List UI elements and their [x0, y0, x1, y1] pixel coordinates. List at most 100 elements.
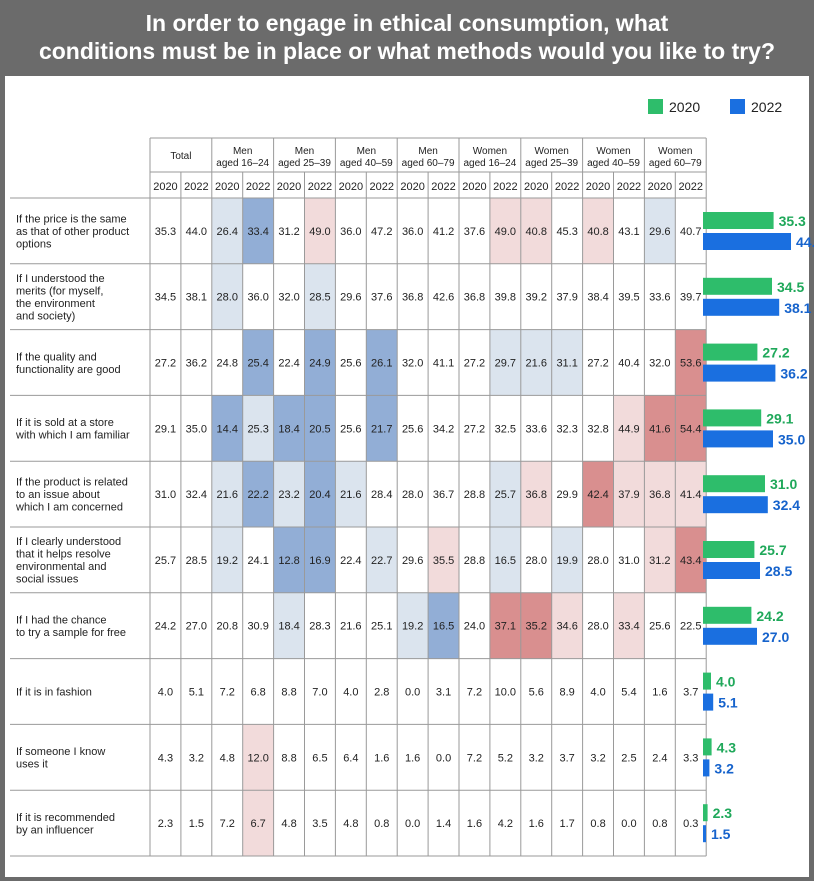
year-header-c6: 2020	[339, 181, 363, 193]
bar-2020-row-9	[703, 804, 708, 822]
cell-value-r4-c14: 42.4	[587, 489, 608, 501]
cell-value-r4-c10: 28.8	[464, 489, 485, 501]
cell-value-r4-c15: 37.9	[618, 489, 639, 501]
cell-shade-r3-c7	[366, 395, 398, 462]
cell-value-r6-c10: 24.0	[464, 621, 485, 633]
cell-shade-r2-c12	[520, 329, 552, 396]
cell-value-r8-c11: 5.2	[498, 752, 513, 764]
cell-value-r4-c3: 22.2	[247, 489, 268, 501]
cell-value-r7-c3: 6.8	[251, 687, 266, 699]
cell-value-r7-c6: 4.0	[343, 687, 358, 699]
cell-value-r7-c15: 5.4	[621, 687, 636, 699]
cell-value-r5-c13: 19.9	[556, 555, 577, 567]
cell-value-r9-c9: 1.4	[436, 818, 451, 830]
bar-label-2022-row-8: 3.2	[714, 760, 734, 776]
group-header-7-line1: Women	[596, 146, 630, 157]
group-header-1-line1: Men	[233, 146, 252, 157]
cell-value-r6-c4: 18.4	[278, 621, 299, 633]
cell-value-r5-c16: 31.2	[649, 555, 670, 567]
cell-value-r6-c6: 21.6	[340, 621, 361, 633]
cell-value-r8-c8: 1.6	[405, 752, 420, 764]
cell-value-r9-c16: 0.8	[652, 818, 667, 830]
row-label-5-line0: If I clearly understood	[16, 536, 121, 548]
bar-2022-row-4	[703, 496, 768, 514]
cell-shade-r5-c2	[211, 527, 243, 593]
bar-label-2022-row-5: 28.5	[765, 563, 792, 579]
group-header-2-line2: aged 25–39	[278, 158, 331, 169]
cell-shade-r4-c14	[582, 461, 614, 527]
cell-value-r0-c14: 40.8	[587, 226, 608, 238]
cell-value-r3-c16: 41.6	[649, 423, 670, 435]
cell-value-r2-c11: 29.7	[495, 358, 516, 370]
group-header-3-line2: aged 40–59	[340, 158, 393, 169]
bar-2022-row-5	[703, 562, 760, 579]
cell-value-r2-c5: 24.9	[309, 358, 330, 370]
cell-shade-r5-c9	[428, 527, 459, 593]
cell-shade-r5-c16	[644, 527, 676, 593]
bar-label-2022-row-0: 44.0	[796, 234, 814, 250]
cell-value-r7-c5: 7.0	[312, 687, 327, 699]
cell-value-r3-c13: 32.3	[556, 423, 577, 435]
cell-shade-r0-c12	[520, 198, 552, 264]
bar-label-2022-row-9: 1.5	[711, 826, 731, 842]
bar-label-2022-row-2: 36.2	[780, 366, 807, 382]
row-label-4-line0: If the product is related	[16, 477, 128, 489]
cell-value-r6-c12: 35.2	[526, 621, 547, 633]
cell-shade-r8-c3	[242, 724, 274, 791]
cell-value-r6-c13: 34.6	[556, 621, 577, 633]
cell-value-r0-c13: 45.3	[556, 226, 577, 238]
cell-shade-r6-c4	[273, 592, 305, 659]
cell-value-r2-c3: 25.4	[247, 358, 268, 370]
cell-shade-r3-c15	[613, 395, 645, 462]
cell-value-r6-c17: 22.5	[680, 621, 701, 633]
cell-value-r9-c8: 0.0	[405, 818, 420, 830]
row-label-3-line1: with which I am familiar	[15, 430, 130, 442]
cell-shade-r4-c17	[675, 461, 707, 527]
cell-value-r3-c8: 25.6	[402, 423, 423, 435]
year-header-c0: 2020	[153, 181, 177, 193]
cell-value-r4-c7: 28.4	[371, 489, 392, 501]
cell-value-r1-c1: 38.1	[186, 292, 207, 304]
legend-label-2022: 2022	[751, 99, 782, 115]
cell-value-r5-c15: 31.0	[618, 555, 639, 567]
cell-value-r3-c0: 29.1	[155, 423, 176, 435]
cell-value-r5-c0: 25.7	[155, 555, 176, 567]
year-header-c3: 2022	[246, 181, 270, 193]
cell-value-r1-c2: 28.0	[217, 292, 238, 304]
bar-2020-row-4	[703, 475, 765, 493]
bar-2020-row-7	[703, 672, 711, 690]
cell-value-r9-c4: 4.8	[281, 818, 296, 830]
cell-value-r6-c0: 24.2	[155, 621, 176, 633]
cell-value-r1-c6: 29.6	[340, 292, 361, 304]
bar-label-2020-row-1: 34.5	[777, 279, 804, 295]
cell-shade-r0-c14	[582, 198, 614, 264]
bar-label-2020-row-6: 24.2	[756, 608, 783, 624]
cell-value-r9-c14: 0.8	[590, 818, 605, 830]
cell-value-r5-c2: 19.2	[217, 555, 238, 567]
bar-label-2020-row-7: 4.0	[716, 674, 736, 690]
cell-value-r9-c2: 7.2	[220, 818, 235, 830]
cell-value-r3-c5: 20.5	[309, 423, 330, 435]
cell-shade-r5-c7	[366, 527, 398, 593]
cell-value-r2-c14: 27.2	[587, 358, 608, 370]
row-label-0-line1: as that of other product	[16, 226, 129, 238]
legend-label-2020: 2020	[669, 99, 700, 115]
cell-shade-r6-c9	[428, 592, 459, 659]
year-header-c15: 2022	[617, 181, 641, 193]
chart-title-line-1: In order to engage in ethical consumptio…	[145, 10, 669, 36]
cell-shade-r4-c11	[489, 461, 521, 527]
legend-swatch-2022	[730, 99, 745, 114]
cell-value-r5-c4: 12.8	[278, 555, 299, 567]
cell-value-r9-c5: 3.5	[312, 818, 327, 830]
cell-value-r2-c8: 32.0	[402, 358, 423, 370]
row-label-8-line1: uses it	[16, 759, 48, 771]
group-header-5-line1: Women	[473, 146, 507, 157]
chart-title: In order to engage in ethical consumptio…	[0, 0, 814, 76]
cell-value-r4-c17: 41.4	[680, 489, 701, 501]
cell-value-r7-c13: 8.9	[560, 687, 575, 699]
cell-shade-r5-c5	[304, 527, 336, 593]
row-label-6-line1: to try a sample for free	[16, 627, 126, 639]
cell-value-r9-c11: 4.2	[498, 818, 513, 830]
cell-value-r8-c12: 3.2	[529, 752, 544, 764]
bar-2022-row-2	[703, 364, 776, 382]
